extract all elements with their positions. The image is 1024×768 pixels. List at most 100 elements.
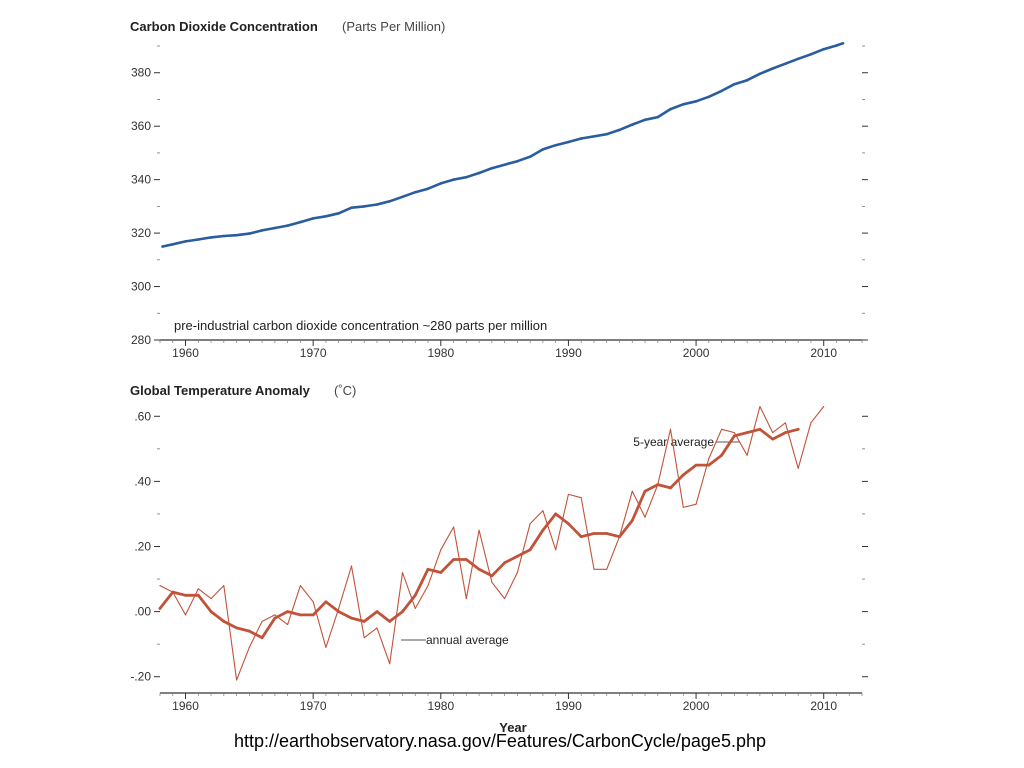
annual-average-line-point — [389, 663, 391, 665]
annual-average-line-point — [695, 503, 697, 505]
temp-y-tick-label: .00 — [134, 605, 151, 619]
five-year-average-line-point — [796, 427, 800, 431]
annual-average-line-point — [797, 467, 799, 469]
five-year-average-line-point — [439, 571, 443, 574]
co2-concentration-line-point — [350, 206, 353, 209]
temp-x-tick-label: 1980 — [427, 699, 454, 713]
temp-chart-title: Global Temperature Anomaly — [130, 383, 311, 398]
co2-concentration-line-point — [567, 140, 570, 144]
co2-concentration-line-point — [618, 128, 621, 132]
annual-average-line-point — [669, 428, 672, 430]
co2-concentration-line — [161, 41, 845, 248]
annual-average-line-point — [606, 568, 608, 570]
annual-average-line-point — [299, 585, 301, 587]
co2-concentration-line-point — [375, 203, 379, 206]
five-year-average-line-point — [401, 610, 404, 613]
five-year-average-line-point — [184, 593, 187, 597]
annual-average-line-point — [810, 422, 812, 424]
annual-average-line-point — [708, 458, 710, 460]
co2-concentration-line-point — [835, 44, 838, 47]
five-year-average-line-point — [311, 613, 315, 617]
five-year-average-line-point — [567, 522, 570, 526]
temp-y-tick-label: .20 — [134, 540, 151, 554]
co2-concentration-line-point — [286, 224, 289, 227]
five-year-average-line-point — [694, 463, 698, 467]
five-year-average-line-point — [605, 532, 609, 535]
annual-average-line-point — [580, 497, 582, 499]
co2-concentration-line-point — [745, 78, 749, 82]
co2-concentration-line-point — [516, 159, 519, 163]
annual-average-line-point — [733, 432, 735, 434]
co2-concentration-line-point — [841, 42, 845, 45]
co2-y-tick-label: 380 — [131, 66, 151, 80]
co2-concentration-line-point — [541, 148, 545, 151]
annual-average-line-point — [236, 679, 238, 681]
co2-concentration-line-point — [771, 67, 774, 70]
co2-y-tick-label: 340 — [131, 173, 151, 187]
five-year-average-line-point — [299, 613, 302, 617]
five-year-average-line-point — [528, 548, 532, 552]
co2-concentration-line-point — [388, 200, 392, 203]
five-year-average-line-point — [503, 561, 506, 565]
five-year-average-line-point — [196, 593, 200, 597]
annual-average-line-point — [159, 585, 161, 587]
temp-y-tick-label: .40 — [134, 474, 151, 488]
source-url-caption: http://earthobservatory.nasa.gov/Feature… — [234, 731, 766, 751]
co2-concentration-line-point — [784, 62, 787, 65]
five-year-average-line-point — [426, 567, 430, 571]
five-year-average-line-point — [209, 610, 213, 613]
five-year-average-line-point — [350, 616, 353, 620]
co2-concentration-line-point — [465, 175, 468, 179]
five-year-average-line-point — [362, 620, 366, 623]
co2-concentration-line-point — [299, 220, 302, 224]
annual-average-line-point — [248, 646, 250, 648]
five-year-average-line-point — [477, 567, 481, 571]
co2-concentration-line-point — [554, 143, 557, 147]
five-year-average-line-point — [656, 483, 660, 486]
annual-average-line-point — [784, 422, 786, 424]
five-year-average-line-point — [337, 610, 341, 613]
five-year-average-line-point — [643, 489, 647, 493]
co2-concentration-line-point — [503, 163, 506, 166]
annual-average-line-point — [823, 405, 825, 408]
five-year-average-line-point — [720, 453, 723, 457]
annual-average-line-point — [338, 607, 340, 609]
annual-average-line-point — [465, 598, 467, 600]
co2-concentration-line-point — [324, 215, 328, 218]
annual-average-label: annual average — [426, 633, 509, 647]
five-year-average-line-point — [784, 431, 787, 434]
co2-concentration-line-point — [592, 135, 596, 138]
co2-plot-area — [161, 41, 845, 248]
temp-chart-subtitle: (˚C) — [334, 383, 356, 398]
temp-x-tick-label: 1990 — [555, 699, 582, 713]
co2-concentration-line-point — [631, 123, 634, 126]
annual-average-line-point — [529, 523, 531, 525]
five-year-average-line-point — [516, 554, 519, 558]
annual-average-line-point — [567, 493, 569, 495]
annual-average-line-point — [478, 529, 480, 531]
co2-concentration-line-point — [477, 171, 481, 175]
co2-axes: 1960 1970 1980 1990 2000 2010 280 300 320 340 360 3… — [131, 45, 868, 360]
five-year-average-line-point — [375, 610, 379, 613]
five-year-average-line-point — [669, 486, 672, 490]
co2-concentration-line-point — [579, 137, 583, 140]
co2-concentration-line-point — [222, 234, 226, 238]
co2-y-tick-label: 320 — [131, 226, 151, 240]
co2-chart-title: Carbon Dioxide Concentration — [130, 19, 318, 34]
co2-annotation: pre-industrial carbon dioxide concentrat… — [174, 318, 547, 333]
co2-concentration-line-point — [490, 166, 494, 170]
five-year-average-line-point — [171, 590, 175, 594]
five-year-average-line-point — [464, 558, 468, 561]
annual-average-line-point — [516, 571, 518, 574]
co2-concentration-line-point — [733, 82, 736, 86]
annual-average-line-point — [376, 627, 378, 629]
co2-concentration-line-point — [362, 205, 366, 208]
five-year-average-line-point — [758, 427, 762, 431]
co2-x-tick-label: 2010 — [810, 346, 837, 360]
co2-concentration-line-point — [401, 195, 404, 199]
five-year-average-line-point — [260, 636, 264, 640]
five-year-average-line-point — [324, 600, 328, 604]
co2-y-tick-label: 280 — [131, 333, 151, 347]
five-year-average-line-point — [158, 607, 162, 610]
co2-concentration-line-point — [161, 245, 164, 248]
